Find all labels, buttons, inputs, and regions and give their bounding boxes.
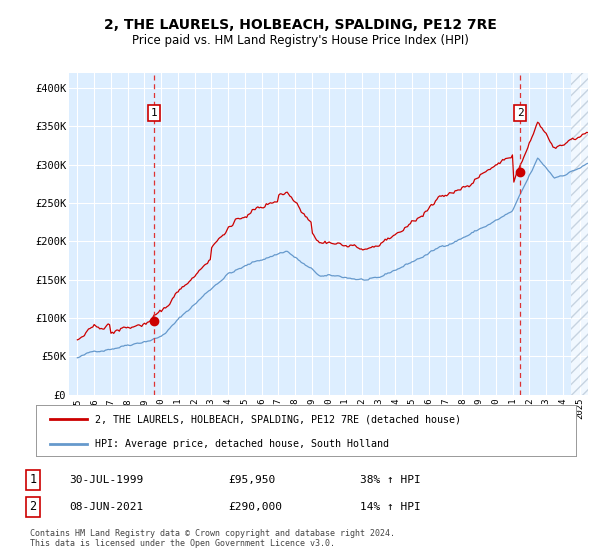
Text: 1: 1 [151,108,157,118]
Text: 2: 2 [517,108,523,118]
Text: £95,950: £95,950 [228,475,275,485]
Text: Price paid vs. HM Land Registry's House Price Index (HPI): Price paid vs. HM Land Registry's House … [131,34,469,47]
Text: HPI: Average price, detached house, South Holland: HPI: Average price, detached house, Sout… [95,438,389,449]
Text: 14% ↑ HPI: 14% ↑ HPI [360,502,421,512]
Text: Contains HM Land Registry data © Crown copyright and database right 2024.
This d: Contains HM Land Registry data © Crown c… [30,529,395,548]
Text: 08-JUN-2021: 08-JUN-2021 [69,502,143,512]
Text: 2: 2 [29,500,37,514]
Text: 38% ↑ HPI: 38% ↑ HPI [360,475,421,485]
Text: 1: 1 [29,473,37,487]
Text: 30-JUL-1999: 30-JUL-1999 [69,475,143,485]
Text: 2, THE LAURELS, HOLBEACH, SPALDING, PE12 7RE: 2, THE LAURELS, HOLBEACH, SPALDING, PE12… [104,18,496,32]
Text: 2, THE LAURELS, HOLBEACH, SPALDING, PE12 7RE (detached house): 2, THE LAURELS, HOLBEACH, SPALDING, PE12… [95,414,461,424]
Text: £290,000: £290,000 [228,502,282,512]
Bar [571,73,588,395]
